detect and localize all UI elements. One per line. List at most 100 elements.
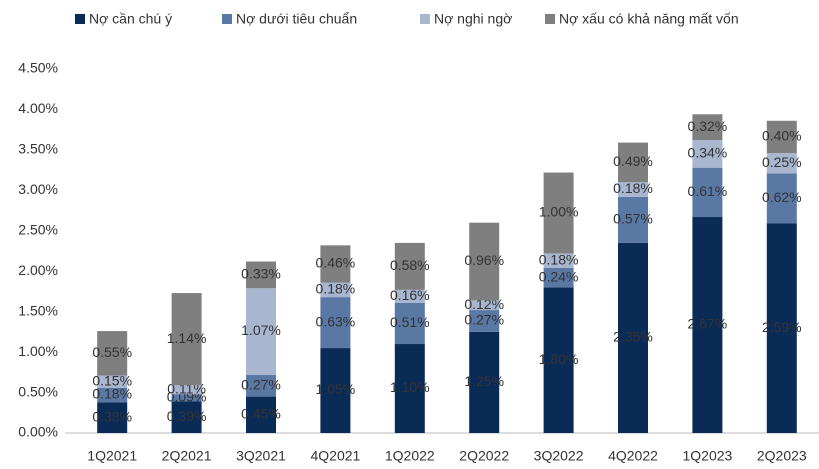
x-tick-label: 1Q2022 [385, 448, 435, 464]
y-tick-label: 4.50% [18, 60, 58, 76]
bar-segment [320, 282, 351, 298]
bar-segment [766, 223, 797, 433]
bar-segment [97, 375, 128, 388]
value-label: 0.33% [241, 266, 281, 282]
bar-segment [766, 153, 797, 174]
bar-segment [618, 182, 648, 197]
bar-segment [171, 385, 202, 395]
legend-swatch [222, 14, 232, 24]
value-label: 0.15% [92, 372, 132, 388]
value-label: 0.27% [241, 376, 281, 392]
value-label: 0.49% [613, 153, 653, 169]
bar-segment [766, 120, 797, 154]
value-label: 0.18% [316, 281, 356, 297]
bar-segment [320, 245, 351, 283]
value-label: 0.38% [92, 408, 132, 424]
bar-segment [543, 253, 574, 268]
value-label: 0.32% [688, 118, 728, 134]
y-tick-label: 4.00% [18, 100, 58, 116]
bar-segment [469, 331, 500, 433]
x-tick-label: 3Q2022 [534, 448, 584, 464]
legend-label: Nợ nghi ngờ [434, 11, 512, 27]
bar-segment [618, 196, 648, 243]
y-tick-label: 3.50% [18, 141, 58, 157]
y-tick-label: 0.00% [18, 424, 58, 440]
value-label: 1.80% [539, 351, 579, 367]
value-label: 0.57% [613, 211, 653, 227]
bar-segment [692, 114, 723, 141]
bar-segment [394, 242, 425, 290]
legend-label: Nợ cần chú ý [89, 11, 172, 27]
value-label: 0.96% [464, 252, 504, 268]
bar-segment [246, 374, 276, 397]
x-tick-label: 4Q2022 [608, 448, 658, 464]
bar-segment [171, 293, 202, 386]
x-tick-label: 2Q2021 [162, 448, 212, 464]
value-label: 0.51% [390, 314, 430, 330]
value-label: 0.16% [390, 287, 430, 303]
y-tick-label: 0.50% [18, 383, 58, 399]
legend-label: Nợ xấu có khả năng mất vốn [559, 11, 739, 27]
value-label: 0.18% [539, 251, 579, 267]
value-label: 0.63% [316, 313, 356, 329]
value-label: 1.07% [241, 322, 281, 338]
y-tick-label: 3.00% [18, 181, 58, 197]
legend-swatch [545, 14, 555, 24]
value-label: 0.18% [613, 180, 653, 196]
bar-segment [692, 217, 723, 433]
value-label: 0.62% [762, 189, 802, 205]
bar-segment [97, 331, 128, 376]
x-tick-label: 2Q2023 [757, 448, 807, 464]
y-tick-label: 1.50% [18, 302, 58, 318]
bar-segment [394, 344, 425, 433]
value-label: 1.14% [167, 330, 207, 346]
bar-segment [171, 401, 202, 433]
x-tick-label: 3Q2021 [236, 448, 286, 464]
bar-segment [469, 310, 500, 332]
value-label: 0.55% [92, 344, 132, 360]
value-label: 0.18% [92, 386, 132, 402]
bar-segment [394, 302, 425, 345]
bar-segment [692, 140, 723, 168]
x-tick-label: 1Q2021 [87, 448, 137, 464]
value-label: 0.40% [762, 128, 802, 144]
y-tick-label: 1.00% [18, 343, 58, 359]
x-tick-label: 4Q2021 [310, 448, 360, 464]
value-label: 0.27% [464, 312, 504, 328]
y-tick-label: 2.00% [18, 262, 58, 278]
value-label: 0.61% [688, 183, 728, 199]
value-label: 0.25% [762, 154, 802, 170]
value-label: 0.24% [539, 268, 579, 284]
bar-segment [543, 287, 574, 433]
value-label: 2.59% [762, 319, 802, 335]
bar-segment [171, 394, 202, 402]
x-tick-label: 2Q2022 [459, 448, 509, 464]
legend-swatch [75, 14, 85, 24]
value-label: 1.05% [316, 381, 356, 397]
value-label: 1.10% [390, 379, 430, 395]
bar-segment [543, 172, 574, 254]
bar-segment [394, 289, 425, 303]
bar-segment [320, 348, 351, 433]
bar-segment [320, 297, 351, 349]
bar-segment [543, 267, 574, 288]
value-label: 0.45% [241, 406, 281, 422]
bar-segment [692, 167, 723, 218]
bar-segment [246, 261, 276, 289]
bar-segment [97, 387, 128, 403]
value-label: 0.34% [688, 145, 728, 161]
value-label: 0.46% [316, 255, 356, 271]
legend-swatch [420, 14, 430, 24]
value-label: 0.58% [390, 257, 430, 273]
bar-segment [766, 173, 797, 224]
value-label: 2.35% [613, 329, 653, 345]
bar-segment [469, 222, 500, 301]
bar-segment [246, 288, 276, 375]
value-label: 0.39% [167, 408, 207, 424]
value-label: 1.00% [539, 204, 579, 220]
value-label: 1.25% [464, 373, 504, 389]
y-tick-label: 2.50% [18, 221, 58, 237]
legend-label: Nợ dưới tiêu chuẩn [236, 11, 357, 27]
bar-segment [469, 300, 500, 311]
